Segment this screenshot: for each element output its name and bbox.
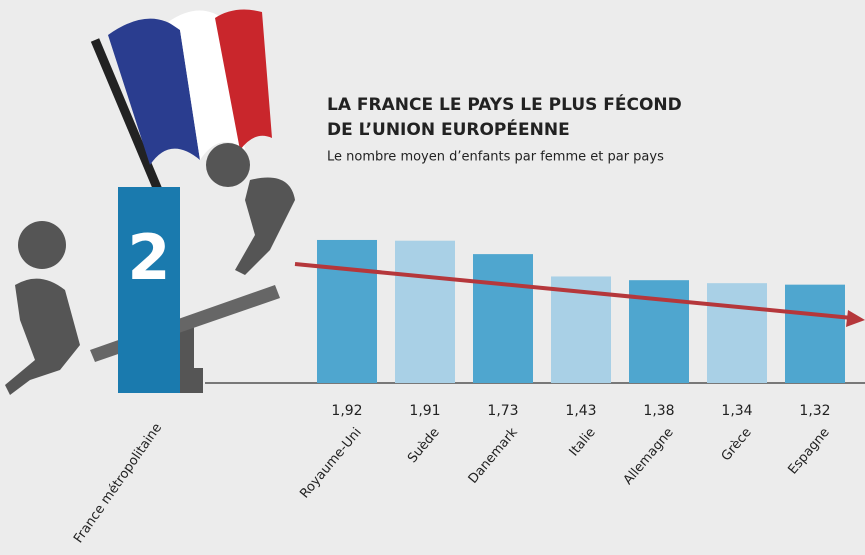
value-label: 1,34 — [721, 403, 752, 419]
seesaw-illustration — [5, 143, 295, 395]
bar — [473, 254, 533, 383]
value-label: 1,43 — [565, 403, 596, 419]
chart-title: DE L’UNION EUROPÉENNE — [327, 118, 570, 140]
value-label: 1,91 — [409, 403, 440, 419]
trend-arrow — [294, 262, 865, 327]
value-label: 2 — [127, 221, 170, 294]
bar — [317, 239, 377, 383]
bar — [707, 283, 767, 383]
bar — [118, 187, 180, 393]
chart-subtitle: Le nombre moyen d’enfants par femme et p… — [327, 150, 664, 165]
bar — [395, 240, 455, 383]
value-label: 1,32 — [799, 403, 830, 419]
value-label: 1,38 — [643, 403, 674, 419]
value-label: 1,73 — [487, 403, 518, 419]
flag-illustration — [90, 9, 272, 192]
bars — [118, 187, 845, 393]
value-label: 1,92 — [331, 403, 362, 419]
bar — [785, 284, 845, 383]
chart-title: LA FRANCE LE PAYS LE PLUS FÉCOND — [327, 93, 682, 115]
